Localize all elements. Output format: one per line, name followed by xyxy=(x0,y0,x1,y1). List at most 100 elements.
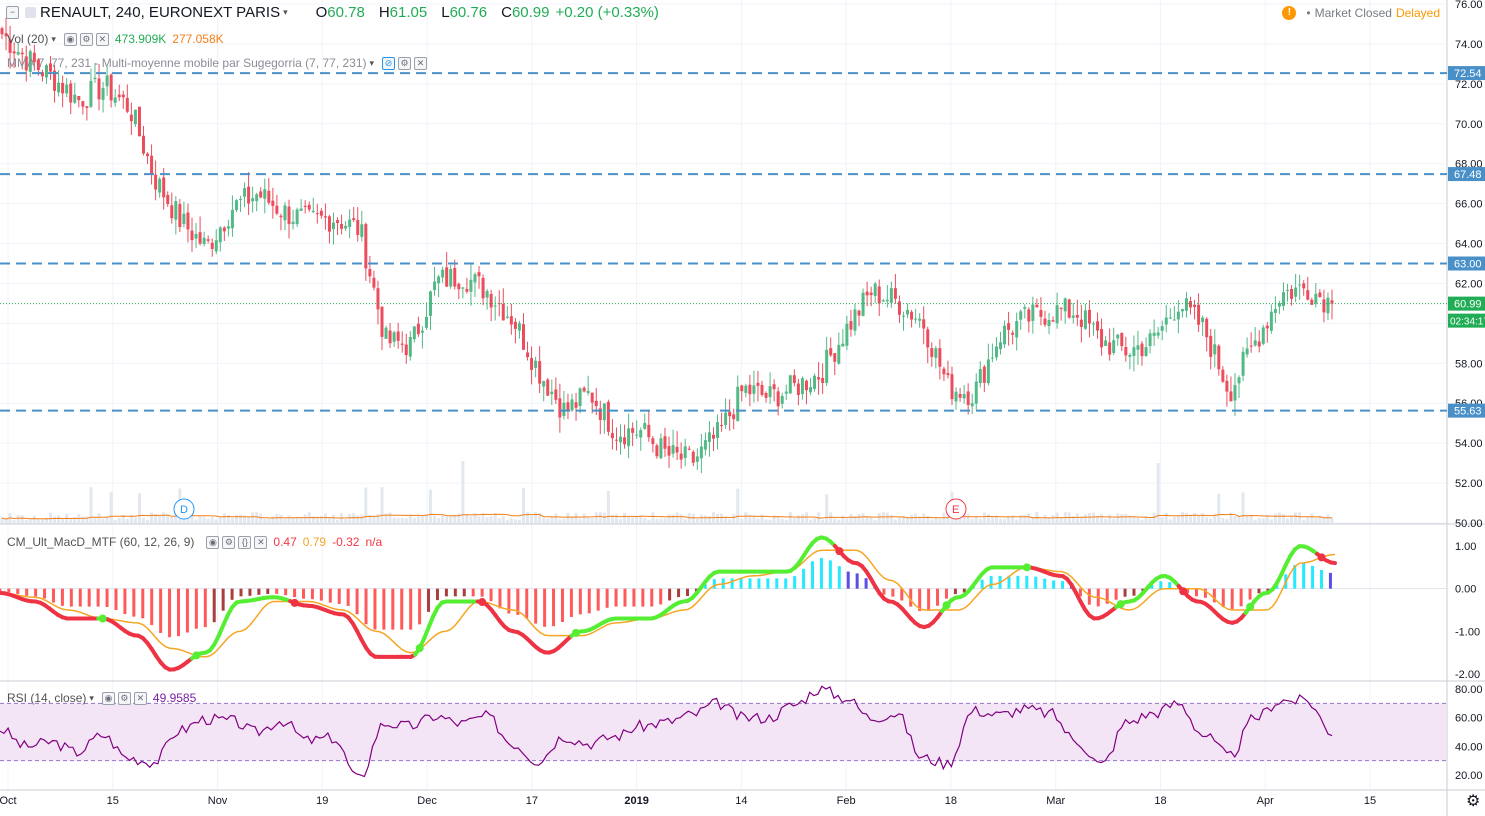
volume-bar xyxy=(1140,519,1144,523)
volume-bar xyxy=(885,512,889,523)
source-code-icon[interactable]: {} xyxy=(238,535,252,549)
volume-bar xyxy=(772,515,776,523)
macd-name[interactable]: CM_Ult_MacD_MTF (60, 12, 26, 9) xyxy=(7,535,195,549)
candle-body xyxy=(1189,301,1193,308)
time-tick-label: 18 xyxy=(1154,795,1166,807)
candle-body xyxy=(728,411,732,417)
candle-body xyxy=(732,414,736,420)
candle-body xyxy=(857,310,861,316)
volume-bar xyxy=(877,513,881,523)
volume-bar xyxy=(926,516,930,523)
macd-histogram-bar xyxy=(1320,569,1324,589)
close-icon[interactable]: ✕ xyxy=(414,56,428,70)
candle-body xyxy=(477,272,481,277)
macd-histogram-bar xyxy=(78,588,82,607)
volume-bar xyxy=(493,513,497,523)
eye-icon[interactable]: ◉ xyxy=(206,535,220,549)
gear-icon[interactable]: ⚙ xyxy=(79,32,93,46)
candle-body xyxy=(372,277,376,288)
candle-body xyxy=(36,59,40,70)
macd-histogram-bar xyxy=(1105,588,1109,604)
candle-body xyxy=(206,239,210,241)
macd-histogram-bar xyxy=(846,571,850,589)
close-icon[interactable]: ✕ xyxy=(133,691,147,705)
dividend-marker[interactable] xyxy=(173,498,195,520)
volume-bar xyxy=(279,514,283,523)
earnings-marker[interactable] xyxy=(945,498,967,520)
volume-bar xyxy=(400,518,404,523)
candle-body xyxy=(315,213,319,215)
volume-bar xyxy=(73,516,77,523)
chevron-down-icon[interactable]: ▾ xyxy=(369,57,375,68)
volume-bar xyxy=(1128,515,1132,523)
candle-body xyxy=(1091,323,1095,325)
candle-body xyxy=(445,267,449,287)
volume-bar xyxy=(295,516,299,523)
chevron-down-icon[interactable]: ▾ xyxy=(51,33,56,44)
eye-icon[interactable]: ◉ xyxy=(101,691,115,705)
candle-body xyxy=(222,227,226,232)
candle-body xyxy=(497,303,501,305)
price-tick-label: 72.00 xyxy=(1455,79,1483,91)
candle-body xyxy=(408,337,412,357)
macd-histogram-bar xyxy=(1168,582,1172,589)
macd-histogram-bar xyxy=(1302,563,1306,589)
candle-body xyxy=(101,88,105,100)
volume-bar xyxy=(821,519,825,523)
candle-body xyxy=(69,83,73,103)
gear-icon[interactable]: ⚙ xyxy=(398,56,412,70)
candle-body xyxy=(784,391,788,394)
close-icon[interactable]: ✕ xyxy=(254,535,268,549)
chevron-down-icon[interactable]: ▾ xyxy=(89,692,94,703)
volume-bar xyxy=(441,515,445,523)
horizontal-levels[interactable] xyxy=(0,72,1447,412)
volume-bar xyxy=(1221,518,1225,523)
chevron-down-icon[interactable]: ▾ xyxy=(283,7,288,17)
rsi-name[interactable]: RSI (14, close) xyxy=(7,691,87,705)
volume-bar xyxy=(938,518,942,523)
candle-body xyxy=(1225,380,1229,392)
vol-name[interactable]: Vol (20) xyxy=(7,32,49,46)
candle-body xyxy=(711,434,715,439)
volume-bar xyxy=(28,519,32,523)
candle-body xyxy=(720,425,724,427)
candle-body xyxy=(89,80,93,107)
candle-body xyxy=(489,293,493,308)
candle-body xyxy=(465,288,469,292)
candle-body xyxy=(1071,315,1075,318)
macd-histogram-bar xyxy=(0,588,2,592)
eye-off-icon[interactable]: ⊘ xyxy=(382,56,396,70)
level-label: 63.00 xyxy=(1454,259,1482,271)
volume-bar xyxy=(154,514,158,523)
candle-body xyxy=(598,408,602,420)
macd-histogram-bar xyxy=(310,588,314,600)
macd-histogram-bar xyxy=(1311,565,1315,589)
candle-body xyxy=(234,200,238,211)
candle-body xyxy=(865,291,869,296)
candle-body xyxy=(1306,290,1310,300)
mma-name[interactable]: MMA 7, 77, 231 - Multi-moyenne mobile pa… xyxy=(7,56,367,70)
volume-bar xyxy=(655,519,659,523)
volume-bar xyxy=(146,519,150,523)
settings-gear-icon[interactable]: ⚙ xyxy=(1466,793,1480,810)
collapse-button[interactable]: − xyxy=(6,6,19,19)
candle-body xyxy=(990,357,994,359)
candle-body xyxy=(683,446,687,459)
macd-histogram-bar xyxy=(168,588,172,638)
candle-body xyxy=(174,201,178,220)
macd-histogram-bar xyxy=(739,578,743,589)
candle-body xyxy=(57,82,61,93)
level-label-box xyxy=(1448,256,1485,271)
candle-body xyxy=(1136,345,1140,350)
gear-icon[interactable]: ⚙ xyxy=(117,691,131,705)
volume-bar xyxy=(566,512,570,523)
volume-bar xyxy=(259,513,263,523)
gear-icon[interactable]: ⚙ xyxy=(222,535,236,549)
symbol-title[interactable]: RENAULT, 240, EURONEXT PARIS xyxy=(40,4,281,21)
close-icon[interactable]: ✕ xyxy=(95,32,109,46)
candle-body xyxy=(344,225,348,229)
macd-histogram-bar xyxy=(1150,585,1154,589)
eye-icon[interactable]: ◉ xyxy=(63,32,77,46)
